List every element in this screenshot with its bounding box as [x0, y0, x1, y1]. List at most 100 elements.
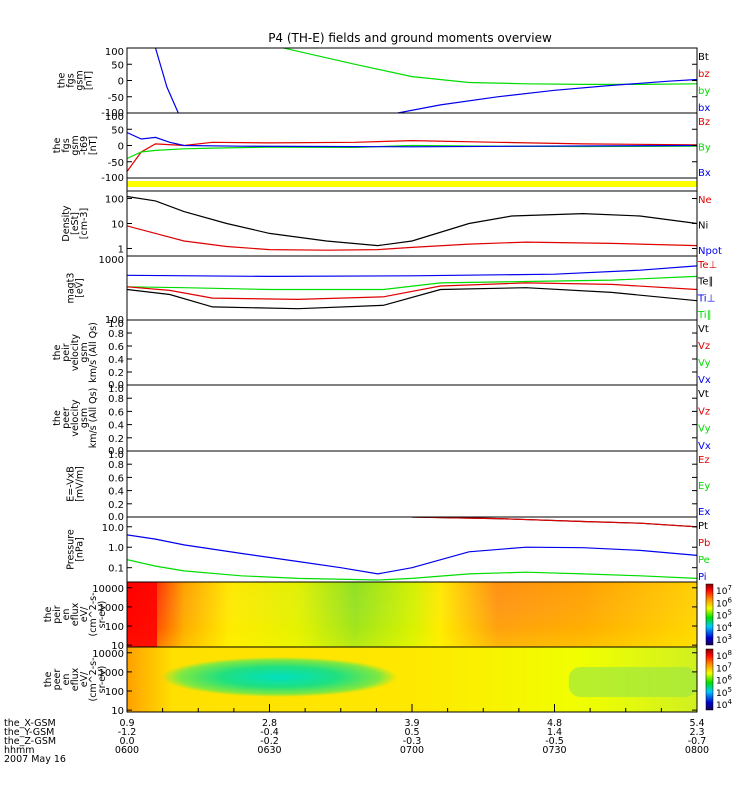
colorbar-label-p10-4: 103 — [716, 633, 732, 646]
frame-p7 — [126, 384, 698, 452]
ylabel-p11-6: sr-eV) — [97, 666, 108, 694]
series-p9-Pe — [127, 559, 697, 581]
ylabel-p4-0: Density — [61, 205, 72, 241]
series-p5-Te∥ — [127, 287, 697, 310]
ylabel-p1-0: the — [57, 73, 68, 89]
ylabel-p11-5: (cm^2-s- — [88, 658, 99, 702]
frame-p4 — [126, 190, 698, 257]
ylabel-p10-1: peir — [52, 605, 63, 624]
ytick-label-p11-0: 10000 — [92, 649, 124, 660]
ylabel-p10-2: en — [61, 609, 72, 621]
ytick-label-p8-3: 0.4 — [108, 487, 124, 498]
series-p2-Bx — [127, 131, 697, 148]
ytick-label-p11-1: 1000 — [99, 668, 124, 679]
xaxis-value-2-0: 0.0 — [119, 736, 134, 747]
ylabel-p7-3: gsm — [79, 408, 90, 428]
ytick-label-p7-0: 1.0 — [108, 384, 124, 395]
xaxis-value-2-2: -0.3 — [403, 736, 422, 747]
series-p5-Te⊥ — [127, 282, 697, 301]
ytick-label-p2-1: 50 — [111, 125, 124, 136]
ylabel-p7-1: peer — [61, 407, 72, 429]
ytick-label-p2-3: -50 — [108, 158, 124, 169]
ytick-label-p4-2: 1 — [118, 244, 124, 255]
ylabel-p1-1: fgs — [66, 73, 77, 87]
ytick-label-p9-0: 10.0 — [102, 523, 124, 534]
ytick-label-p8-2: 0.6 — [108, 473, 124, 484]
ylabel-p10-0: the — [43, 607, 54, 623]
xaxis-value-3-4: 0800 — [685, 745, 709, 756]
colorbar-label-p11-1: 107 — [716, 661, 732, 674]
ytick-label-p11-3: 10 — [111, 706, 124, 717]
ytick-label-p5-0: 1000 — [99, 255, 124, 266]
xaxis-row-label-2: the_Z-GSM — [4, 736, 56, 747]
legend-p4-2: Npot — [698, 246, 722, 257]
electron-spectrogram-core — [161, 657, 398, 697]
ytick-label-p10-3: 10 — [111, 641, 124, 652]
xaxis-value-1-2: 0.5 — [404, 727, 419, 738]
legend-p1-2: by — [698, 86, 710, 97]
xaxis-value-1-4: 2.3 — [689, 727, 704, 738]
ytick-label-p10-1: 1000 — [99, 603, 124, 614]
series-group-p1 — [154, 48, 697, 113]
frame-p1 — [126, 47, 698, 114]
ylabel-p2-0: the — [52, 138, 63, 154]
ylabel-p7-2: velocity — [70, 399, 81, 437]
legend-p4-0: Ne — [698, 195, 712, 206]
ylabel-p9-1: [nPa] — [75, 537, 86, 562]
legend-p7-2: Vy — [698, 424, 711, 435]
series-group-p9 — [127, 517, 697, 581]
ylabel-p1-3: [nT] — [84, 71, 95, 90]
ylabel-p6-2: velocity — [70, 334, 81, 372]
panel-p3 — [126, 177, 698, 192]
ytick-label-p2-2: 0 — [118, 142, 124, 153]
ytick-label-p11-2: 100 — [105, 687, 124, 698]
series-p1-bx — [154, 48, 179, 113]
legend-p8-0: Ez — [698, 455, 710, 466]
legend-p8-1: Ey — [698, 481, 710, 492]
ylabel-p11-2: en — [61, 674, 72, 686]
ylabel-p7-0: the — [52, 410, 63, 426]
ylabel-p11-0: the — [43, 672, 54, 688]
electron-spectrogram-late — [568, 667, 697, 697]
ytick-label-p8-0: 1.0 — [108, 450, 124, 461]
date-label: 2007 May 16 — [4, 754, 66, 765]
ytick-label-p9-1: 1.0 — [108, 543, 124, 554]
ytick-label-p4-1: 10 — [111, 220, 124, 231]
legend-p9-2: Pe — [698, 555, 710, 566]
ytick-label-p4-0: 100 — [105, 195, 124, 206]
legend-p9-0: Pt — [698, 521, 708, 532]
ylabel-p7-4: km/s (All Qs) — [88, 388, 99, 449]
colorbar-label-p11-0: 108 — [716, 649, 732, 662]
series-p2-By — [127, 144, 697, 160]
ylabel-p11-1: peer — [52, 669, 63, 691]
flag-bar — [127, 181, 697, 187]
series-p2-Bz — [127, 139, 697, 172]
ylabel-p8-1: [mV/m] — [75, 466, 86, 502]
series-p5-Ti⊥ — [127, 265, 697, 278]
ylabel-p5-1: [eV] — [75, 278, 86, 298]
ylabel-p8-0: E=-VxB — [66, 466, 77, 501]
colorbar-label-p11-3: 105 — [716, 686, 732, 699]
xaxis-value-3-0: 0600 — [115, 745, 139, 756]
ylabel-p11-3: eflux — [70, 667, 81, 691]
series-p1-by — [280, 48, 697, 85]
ytick-label-p1-2: 0 — [118, 77, 124, 88]
series-p9-Pt — [411, 517, 697, 528]
ytick-label-p6-1: 0.8 — [108, 329, 124, 340]
legend-p1-3: bx — [698, 103, 710, 114]
colorbar-label-p11-4: 104 — [716, 698, 732, 711]
colorbar-label-p11-2: 106 — [716, 674, 732, 687]
xaxis-value-0-2: 3.9 — [404, 718, 419, 729]
legend-p5-1: Te∥ — [697, 277, 714, 288]
ytick-label-p2-0: 100 — [105, 112, 124, 123]
ytick-label-p7-4: 0.2 — [108, 434, 124, 445]
ylabel-p6-0: the — [52, 345, 63, 361]
ylabel-p11-4: eV/ — [79, 671, 90, 687]
ytick-label-p6-5: 0.0 — [108, 380, 124, 391]
series-p1-bx-late — [397, 78, 697, 113]
ytick-label-p1-3: -50 — [108, 93, 124, 104]
ytick-label-p9-2: 0.1 — [108, 564, 124, 575]
legend-p8-2: Ex — [698, 507, 710, 518]
